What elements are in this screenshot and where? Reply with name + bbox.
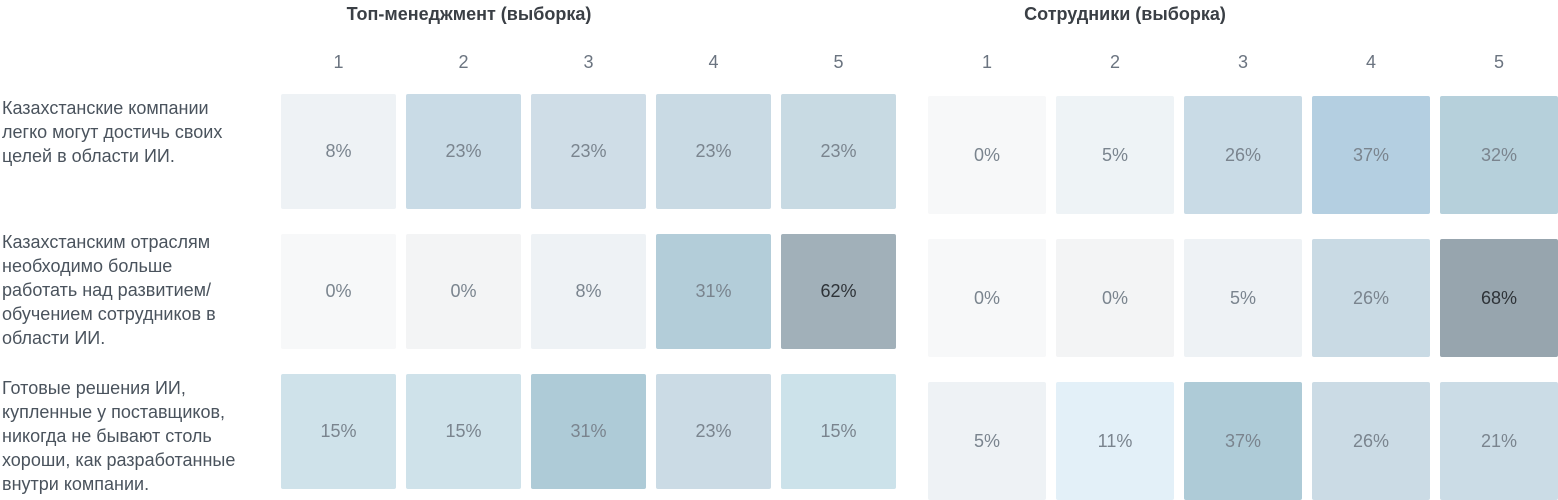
heatmap-cell: 15%	[281, 374, 396, 489]
cell-value-label: 0%	[450, 281, 477, 301]
row-label-line: необходимо больше	[2, 256, 173, 276]
heatmap-cell: 68%	[1440, 239, 1558, 357]
cell-value-label: 37%	[1352, 144, 1390, 165]
heatmap-cell: 0%	[281, 234, 396, 349]
row-label-line: Казахстанские компании	[2, 98, 209, 118]
panel-title: Сотрудники (выборка)	[1024, 4, 1226, 24]
heatmap-cell: 23%	[531, 94, 646, 209]
row-label-line: внутри компании.	[2, 474, 150, 494]
cell-value-label: 5%	[973, 430, 1000, 451]
cell-value-label: 26%	[1224, 144, 1262, 165]
cell-value-label: 23%	[820, 141, 857, 161]
row-label-line: работать над развитием/	[2, 280, 212, 300]
column-label: 2	[458, 52, 469, 72]
heatmap-cell: 15%	[781, 374, 896, 489]
cell-value-label: 37%	[1224, 430, 1262, 451]
row-label: Готовые решения ИИ, купленные у поставщик…	[2, 376, 280, 496]
cell-value-label: 26%	[1352, 430, 1390, 451]
cell-value-label: 32%	[1480, 144, 1518, 165]
column-label: 1	[333, 52, 344, 72]
row-label: Казахстанские компании легко могут достич…	[2, 96, 280, 168]
cell-value-label: 23%	[445, 141, 482, 161]
column-label: 3	[583, 52, 594, 72]
cell-value-label: 23%	[695, 421, 732, 441]
cell-value-label: 0%	[1101, 287, 1128, 308]
cell-value-label: 0%	[973, 287, 1000, 308]
heatmap-cell: 8%	[531, 234, 646, 349]
row-label-line: купленные у поставщиков,	[2, 402, 226, 422]
heatmap-cell: 23%	[656, 94, 771, 209]
row-label-line: никогда не бывают столь	[2, 426, 212, 446]
heatmap-cell: 21%	[1440, 382, 1558, 500]
cell-value-label: 5%	[1101, 144, 1128, 165]
cell-value-label: 11%	[1097, 430, 1133, 451]
heatmap-cell: 0%	[1056, 239, 1174, 357]
row-label-line: Казахстанским отраслям	[2, 232, 211, 252]
cell-value-label: 26%	[1352, 287, 1390, 308]
heatmap-cell: 26%	[1312, 239, 1430, 357]
heatmap-cell: 5%	[928, 382, 1046, 500]
cell-value-label: 15%	[820, 421, 857, 441]
heatmap-cell: 8%	[281, 94, 396, 209]
row-label-line: хороши, как разработанные	[2, 450, 236, 470]
cell-value-label: 8%	[325, 141, 352, 161]
column-label: 3	[1237, 52, 1248, 72]
cell-value-label: 62%	[820, 281, 857, 301]
cell-value-label: 0%	[325, 281, 352, 301]
heatmap-cell: 23%	[656, 374, 771, 489]
heatmap-cell: 31%	[656, 234, 771, 349]
heatmap-cell: 0%	[406, 234, 521, 349]
heatmap-cell: 26%	[1312, 382, 1430, 500]
panel-title: Топ-менеджмент (выборка)	[346, 4, 592, 24]
column-label: 4	[1365, 52, 1376, 72]
cell-value-label: 68%	[1480, 287, 1518, 308]
row-label-line: целей в области ИИ.	[2, 146, 175, 166]
heatmap-cell: 31%	[531, 374, 646, 489]
column-label: 2	[1109, 52, 1120, 72]
column-label: 4	[708, 52, 719, 72]
heatmap-cell: 26%	[1184, 96, 1302, 214]
cell-value-label: 15%	[320, 421, 357, 441]
column-label: 1	[981, 52, 992, 72]
row-label-line: обучением сотрудников в	[2, 304, 216, 324]
heatmap-cell: 15%	[406, 374, 521, 489]
cell-value-label: 31%	[570, 421, 607, 441]
heatmap-cell: 0%	[928, 96, 1046, 214]
row-label-line: Готовые решения ИИ,	[2, 378, 186, 398]
cell-value-label: 15%	[445, 421, 482, 441]
cell-value-label: 8%	[575, 281, 602, 301]
heatmap-cell: 32%	[1440, 96, 1558, 214]
cell-value-label: 0%	[973, 144, 1000, 165]
heatmap-cell: 5%	[1056, 96, 1174, 214]
cell-value-label: 31%	[695, 281, 732, 301]
column-label: 5	[833, 52, 844, 72]
cell-value-label: 5%	[1229, 287, 1256, 308]
cell-value-label: 23%	[570, 141, 607, 161]
heatmap-cell: 37%	[1312, 96, 1430, 214]
heatmap-cell: 0%	[928, 239, 1046, 357]
cell-value-label: 21%	[1480, 430, 1518, 451]
heatmap-cell: 5%	[1184, 239, 1302, 357]
cell-value-label: 23%	[695, 141, 732, 161]
row-label-line: легко могут достичь своих	[2, 122, 223, 142]
row-label: Казахстанским отраслям необходимо больше р…	[2, 230, 280, 350]
heatmap-cell: 37%	[1184, 382, 1302, 500]
row-label-line: области ИИ.	[2, 328, 106, 348]
heatmap-cell: 23%	[406, 94, 521, 209]
heatmap-cell: 23%	[781, 94, 896, 209]
heatmap-cell: 62%	[781, 234, 896, 349]
heatmap-cell: 11%	[1056, 382, 1174, 500]
column-label: 5	[1493, 52, 1504, 72]
